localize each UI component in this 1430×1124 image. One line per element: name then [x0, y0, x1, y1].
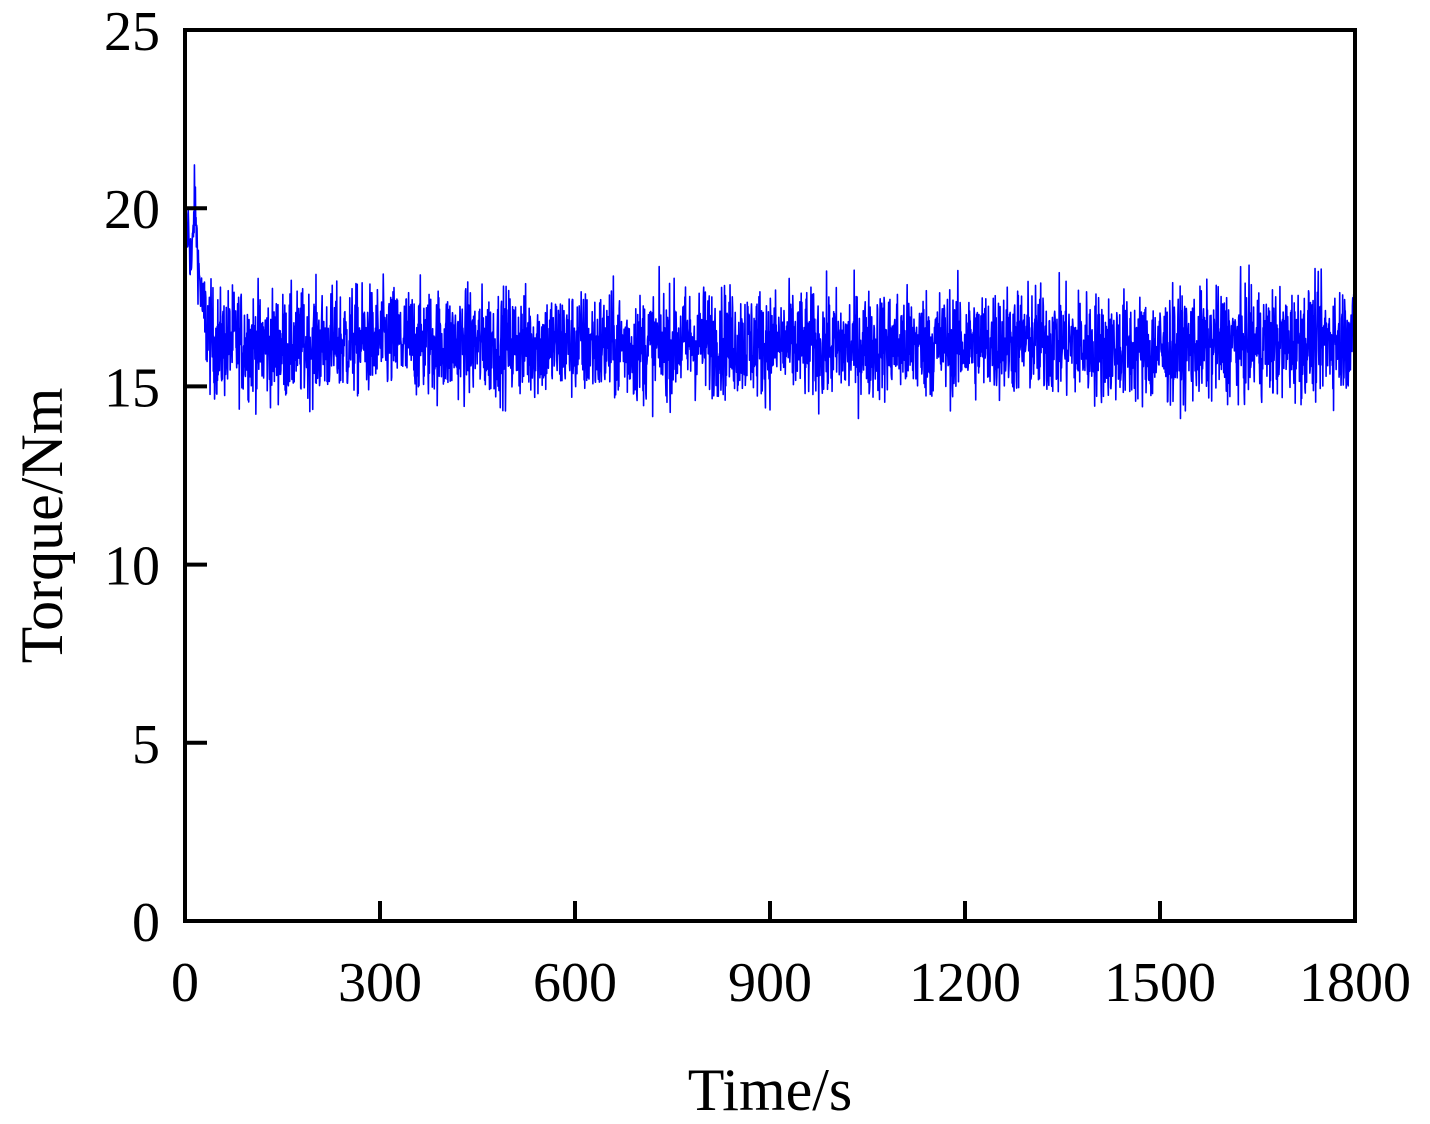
plot-area [184, 164, 1356, 420]
y-tick-label: 5 [132, 714, 160, 776]
plot-frame [183, 28, 1357, 923]
y-tick-label: 15 [104, 357, 160, 419]
x-tick-label: 1800 [1299, 952, 1411, 1014]
y-tick-label: 10 [104, 536, 160, 598]
y-tick-label: 25 [104, 1, 160, 63]
y-tick-label: 20 [104, 179, 160, 241]
y-tick-label: 0 [132, 892, 160, 954]
x-tick-label: 600 [533, 952, 617, 1014]
axis-ticks [185, 206, 1162, 921]
x-tick-label: 900 [728, 952, 812, 1014]
x-tick-label: 1500 [1104, 952, 1216, 1014]
torque-series-line [184, 164, 1356, 420]
x-tick-label: 0 [171, 952, 199, 1014]
x-tick-label: 1200 [909, 952, 1021, 1014]
x-axis-title: Time/s [688, 1057, 853, 1123]
x-tick-label: 300 [338, 952, 422, 1014]
tick-labels: 0 300 600 900 1200 1500 1800 0 5 10 15 20 25 [104, 1, 1411, 1014]
y-axis-title: Torque/Nm [9, 388, 75, 664]
